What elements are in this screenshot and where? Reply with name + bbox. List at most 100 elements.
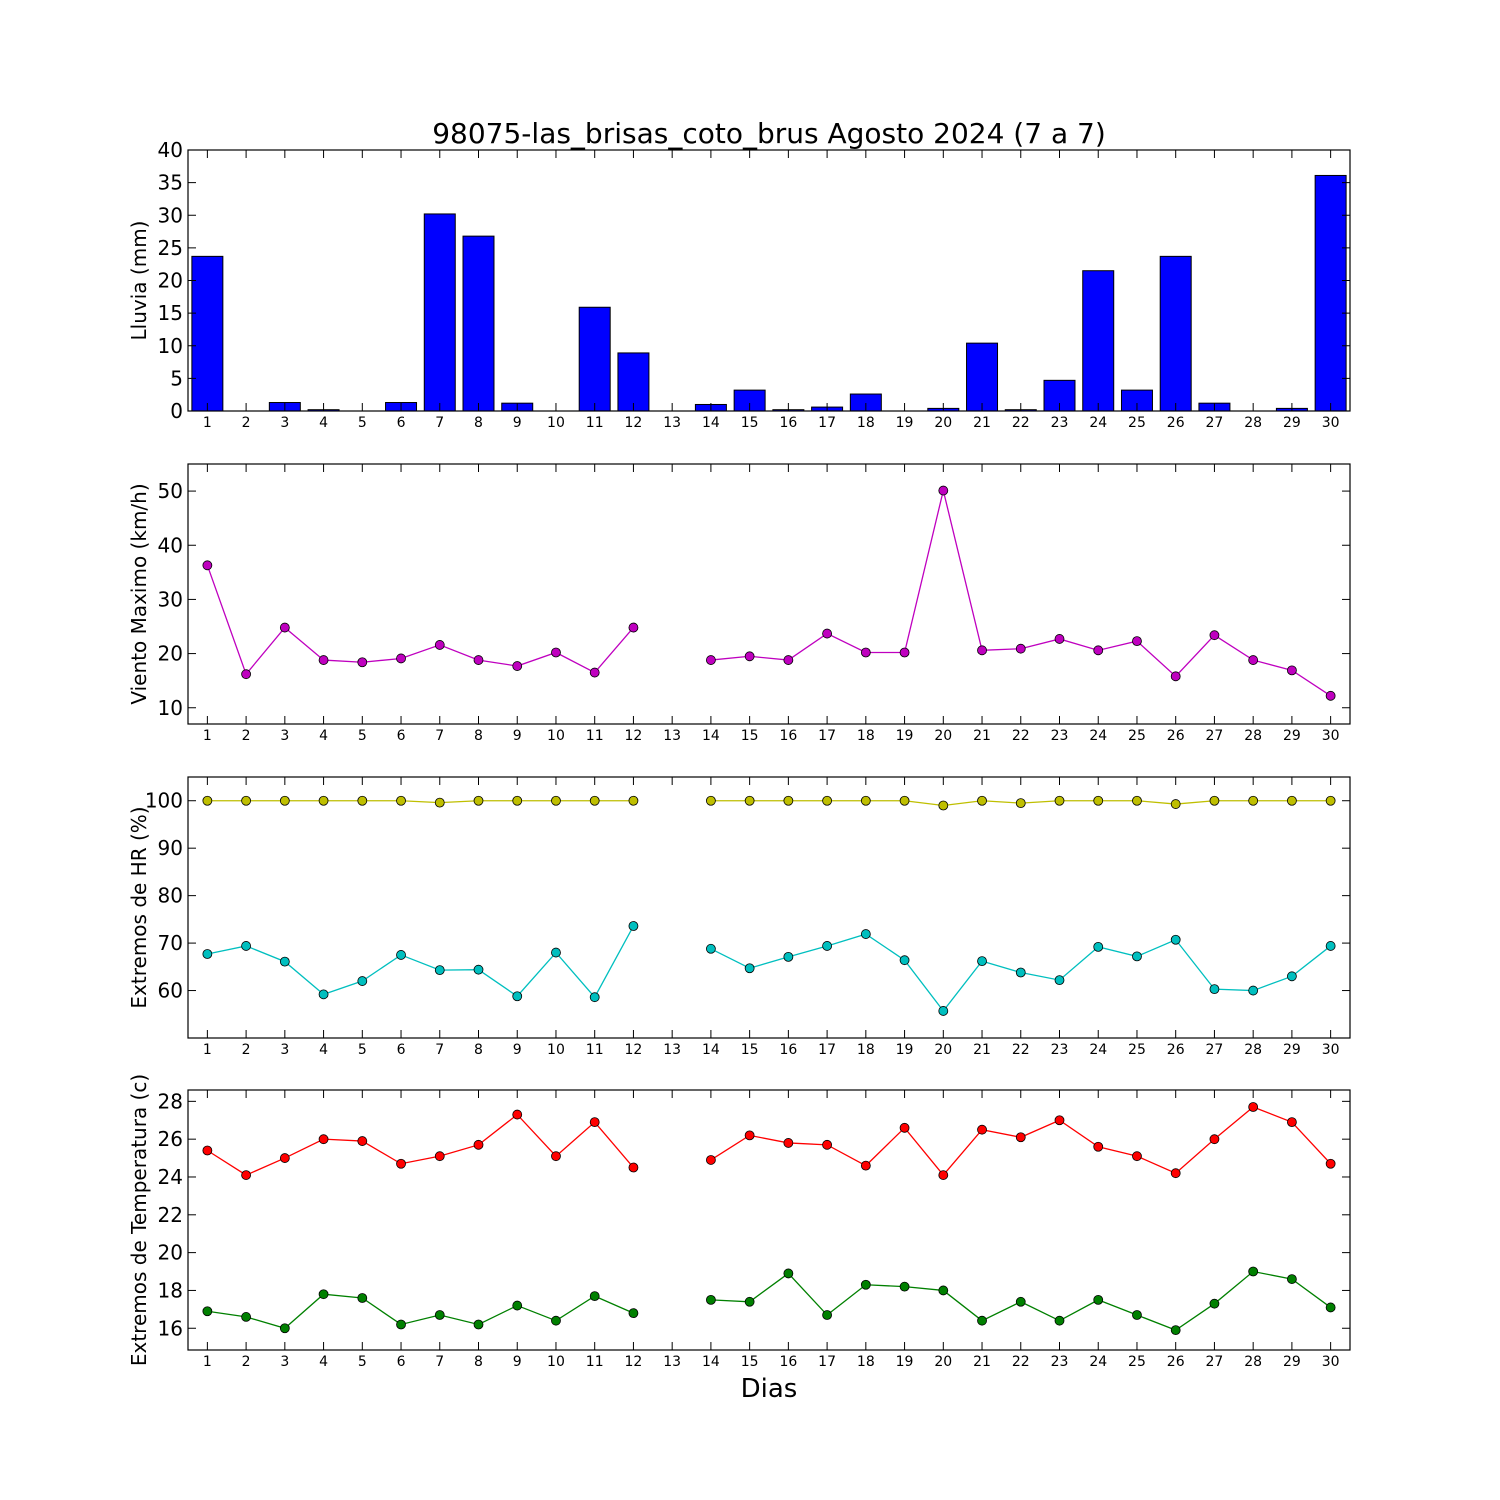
series-2-point-day-30: [1325, 941, 1336, 951]
series-1-point-day-21: [977, 795, 987, 806]
x-tick-label: 16: [779, 728, 797, 744]
x-tick-label: 6: [397, 728, 406, 744]
x-tick-label: 28: [1244, 415, 1262, 431]
bar-day-24: [1082, 270, 1115, 412]
x-tick-label: 1: [203, 1042, 212, 1058]
x-tick-label: 26: [1167, 415, 1185, 431]
x-tick-label: 9: [513, 1042, 522, 1058]
series-1-point-day-6: [396, 795, 406, 806]
x-tick-label: 9: [513, 728, 522, 744]
x-tick-label: 16: [779, 1354, 797, 1370]
x-tick-label: 13: [663, 1354, 681, 1370]
x-tick-label: 8: [474, 728, 483, 744]
series-2-point-day-18: [860, 929, 871, 939]
x-tick-label: 21: [973, 1042, 991, 1058]
series-1-point-day-12: [628, 622, 639, 633]
series-2-point-day-26: [1170, 934, 1181, 945]
x-tick-label: 13: [663, 415, 681, 431]
series-2-point-day-8: [473, 1319, 484, 1330]
x-tick-label: 5: [358, 728, 367, 744]
series-2-point-day-20: [938, 1006, 949, 1016]
series-2-point-day-6: [396, 1319, 406, 1330]
x-tick-label: 27: [1206, 728, 1224, 744]
series-1-point-day-8: [473, 1139, 484, 1150]
series-2-point-day-10: [551, 1315, 561, 1326]
x-tick-label: 15: [741, 1042, 759, 1058]
x-tick-label: 26: [1167, 728, 1185, 744]
y-tick-label: 15: [158, 301, 183, 325]
series-1-point-day-27: [1209, 630, 1220, 641]
series-1-point-day-3: [279, 1153, 290, 1163]
x-tick-label: 4: [319, 1354, 328, 1370]
x-tick-label: 9: [513, 415, 522, 431]
series-1-point-day-29: [1287, 795, 1297, 806]
x-tick-label: 4: [319, 728, 328, 744]
x-tick-label: 18: [857, 1042, 875, 1058]
x-tick-label: 17: [818, 1354, 836, 1370]
series-2-point-day-3: [279, 956, 290, 967]
x-tick-label: 12: [625, 1042, 643, 1058]
x-tick-label: 22: [1012, 415, 1030, 431]
y-tick-label: 10: [158, 334, 183, 358]
x-tick-label: 12: [625, 1354, 643, 1370]
bar-day-7: [423, 213, 456, 412]
series-1-point-day-29: [1287, 665, 1297, 676]
x-tick-label: 13: [663, 1042, 681, 1058]
series-1-point-day-30: [1325, 1158, 1336, 1169]
x-tick-label: 14: [702, 728, 720, 744]
x-tick-label: 28: [1244, 728, 1262, 744]
x-tick-label: 29: [1283, 728, 1301, 744]
x-tick-label: 19: [896, 728, 914, 744]
x-tick-label: 30: [1322, 728, 1340, 744]
series-2-point-day-2: [241, 1312, 252, 1322]
x-tick-label: 11: [586, 1042, 604, 1058]
x-tick-label: 30: [1322, 415, 1340, 431]
x-tick-label: 2: [242, 1042, 251, 1058]
x-tick-label: 11: [586, 728, 604, 744]
series-1-point-day-20: [938, 1170, 949, 1180]
series-1-point-day-30: [1325, 795, 1336, 806]
y-tick-label: 100: [145, 789, 183, 813]
series-1-point-day-16: [783, 795, 794, 806]
series-1-point-day-1: [202, 795, 213, 806]
axes-frame: [187, 1089, 1351, 1351]
series-1-point-day-9: [512, 1109, 523, 1120]
series-2-point-day-16: [783, 1268, 794, 1279]
chart-title: 98075-las_brisas_coto_brus Agosto 2024 (…: [432, 117, 1106, 150]
x-tick-label: 14: [702, 1042, 720, 1058]
series-2-point-day-28: [1248, 985, 1259, 996]
series-1-point-day-23: [1054, 1115, 1065, 1126]
x-tick-label: 25: [1128, 728, 1146, 744]
series-1-point-day-27: [1209, 795, 1220, 806]
series-1-point-day-6: [396, 653, 406, 664]
x-axis-label: Dias: [741, 1374, 798, 1404]
series-2-point-day-26: [1170, 1325, 1181, 1336]
series-1-point-day-15: [744, 651, 755, 662]
series-2-point-day-4: [318, 989, 329, 1000]
series-2-point-day-2: [241, 941, 252, 951]
x-tick-label: 19: [896, 415, 914, 431]
x-tick-label: 27: [1206, 1042, 1224, 1058]
x-tick-label: 17: [818, 415, 836, 431]
x-tick-label: 24: [1089, 1042, 1107, 1058]
series-2-point-day-30: [1325, 1302, 1336, 1313]
series-1-point-day-11: [589, 1117, 600, 1128]
series-2-point-day-3: [279, 1323, 290, 1334]
x-tick-label: 14: [702, 1354, 720, 1370]
series-2-point-day-6: [396, 950, 406, 960]
series-1-point-day-15: [744, 1130, 755, 1141]
x-tick-label: 22: [1012, 1354, 1030, 1370]
x-tick-label: 6: [397, 415, 406, 431]
series-2-point-day-24: [1093, 1294, 1104, 1305]
x-tick-label: 3: [280, 728, 289, 744]
series-1-point-day-20: [938, 800, 949, 811]
series-1-point-day-17: [822, 628, 832, 639]
x-tick-label: 1: [203, 728, 212, 744]
series-2-point-day-23: [1054, 1315, 1065, 1326]
y-tick-label: 20: [158, 269, 183, 293]
series-1-point-day-7: [434, 797, 445, 808]
series-1-point-day-14: [706, 655, 716, 665]
x-tick-label: 6: [397, 1354, 406, 1370]
x-tick-label: 12: [625, 728, 643, 744]
